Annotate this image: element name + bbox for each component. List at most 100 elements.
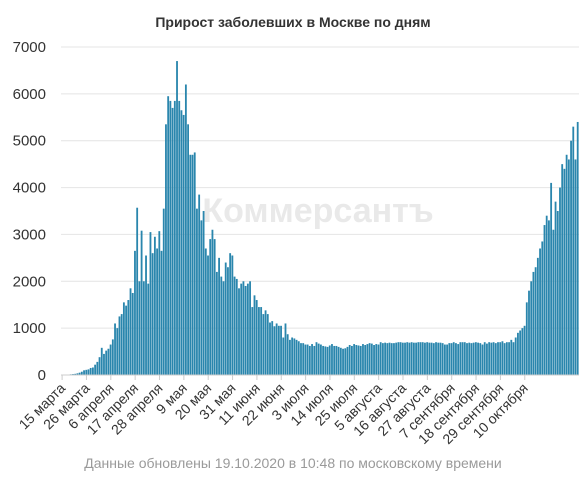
- bar: [114, 323, 116, 375]
- bar: [220, 276, 223, 375]
- bar: [138, 281, 141, 375]
- bar: [450, 343, 453, 375]
- bar: [574, 159, 577, 375]
- bar: [408, 342, 411, 375]
- bar: [120, 314, 123, 375]
- bar: [344, 348, 347, 375]
- bar: [227, 267, 229, 375]
- update-note: Данные обновлены 19.10.2020 в 10:48 по м…: [84, 455, 502, 471]
- bar: [266, 314, 269, 375]
- bar: [322, 345, 325, 375]
- bar: [295, 339, 298, 375]
- bar: [395, 342, 398, 375]
- bar: [204, 248, 207, 375]
- bar: [404, 342, 406, 375]
- bar: [258, 307, 260, 375]
- bar: [554, 201, 557, 375]
- y-tick-label: 0: [38, 367, 46, 384]
- bar: [255, 300, 258, 375]
- bar: [129, 288, 132, 375]
- bar: [149, 232, 152, 375]
- bar: [521, 328, 524, 375]
- bar: [224, 262, 227, 375]
- bar: [169, 100, 172, 375]
- bar: [176, 61, 178, 376]
- bar: [145, 255, 147, 375]
- bar: [240, 283, 243, 375]
- bar: [229, 253, 232, 375]
- bar: [202, 211, 205, 375]
- bar: [253, 295, 256, 375]
- bar: [567, 159, 570, 375]
- bar: [570, 140, 572, 375]
- bar: [342, 348, 344, 375]
- y-tick-label: 6000: [13, 86, 46, 103]
- bar: [410, 342, 413, 375]
- bar: [490, 342, 493, 375]
- watermark: Коммерсантъ: [202, 192, 433, 230]
- bar: [545, 215, 548, 375]
- gridlines: [61, 46, 579, 329]
- bar: [479, 343, 482, 375]
- bar: [140, 230, 143, 375]
- bar: [501, 341, 504, 375]
- bar: [377, 344, 380, 375]
- bar: [455, 343, 457, 375]
- bar: [173, 100, 176, 375]
- bar: [505, 342, 508, 375]
- chart-title: Прирост заболевших в Москве по дням: [155, 14, 431, 30]
- bar: [355, 345, 358, 375]
- bar: [390, 343, 393, 375]
- bar: [443, 344, 446, 375]
- bar: [523, 325, 526, 375]
- bar: [446, 344, 448, 375]
- bar: [477, 342, 479, 375]
- bar: [548, 220, 550, 375]
- bar: [439, 342, 442, 375]
- bar: [196, 208, 198, 375]
- bar: [153, 236, 156, 375]
- bar: [474, 342, 477, 375]
- bar: [151, 253, 154, 375]
- bar: [308, 345, 311, 375]
- bar: [421, 342, 424, 375]
- bar: [528, 290, 530, 375]
- bar: [326, 346, 329, 375]
- bar: [291, 337, 294, 375]
- bar: [215, 271, 218, 375]
- bar: [209, 239, 212, 375]
- bar: [388, 342, 391, 375]
- bar: [184, 84, 187, 376]
- bar: [242, 281, 245, 375]
- y-tick-label: 5000: [13, 133, 46, 150]
- bar: [426, 342, 429, 375]
- bar: [111, 339, 114, 375]
- bar: [280, 325, 282, 375]
- bar: [448, 343, 451, 375]
- bar: [561, 164, 564, 375]
- bar: [284, 323, 287, 375]
- bar: [94, 364, 97, 375]
- bar: [96, 361, 99, 375]
- bar: [472, 342, 475, 375]
- bar: [262, 314, 265, 375]
- bar: [483, 342, 486, 375]
- bar: [246, 283, 249, 375]
- bars: [61, 61, 579, 376]
- bar: [494, 343, 497, 375]
- y-tick-label: 4000: [13, 180, 46, 197]
- bar: [324, 346, 327, 375]
- bar: [235, 278, 238, 375]
- y-tick-label: 1000: [13, 320, 46, 337]
- bar: [233, 276, 236, 375]
- bar: [158, 231, 161, 375]
- bar: [348, 345, 351, 375]
- bar: [302, 343, 305, 375]
- bar: [435, 342, 437, 375]
- bar: [486, 343, 488, 375]
- bar: [534, 267, 537, 375]
- bar: [165, 124, 167, 375]
- bar: [459, 342, 462, 375]
- bar: [346, 346, 349, 375]
